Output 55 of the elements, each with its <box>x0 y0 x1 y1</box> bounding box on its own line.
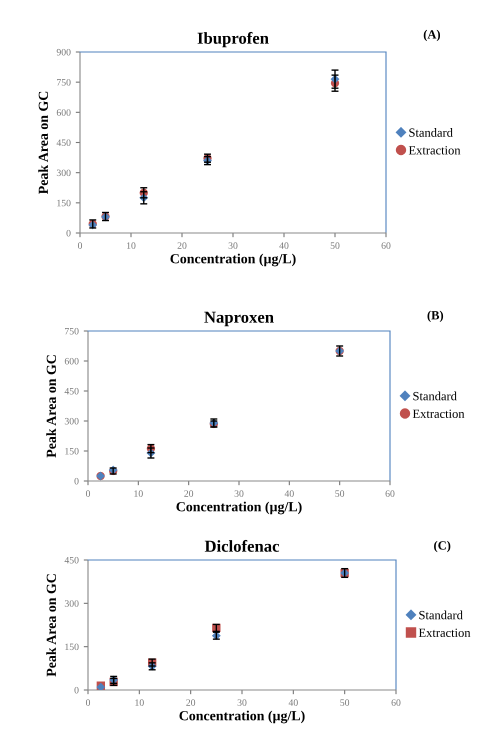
x-axis-title: Concentration (µg/L) <box>179 710 305 724</box>
y-tick-label: 150 <box>65 448 79 454</box>
y-tick-label: 600 <box>56 109 71 116</box>
x-tick-label: 50 <box>335 490 344 497</box>
x-tick-label: 10 <box>134 490 143 497</box>
legend-label: Standard <box>419 610 463 620</box>
chart-title: Ibuprofen <box>198 32 269 48</box>
x-tick-label: 60 <box>382 242 390 249</box>
y-tick-label: 0 <box>74 686 79 694</box>
x-tick-label: 20 <box>178 242 186 249</box>
y-tick-label: 450 <box>56 139 71 146</box>
y-tick-label: 300 <box>64 418 79 424</box>
x-tick-label: 30 <box>234 490 244 497</box>
y-axis-title: Peak Area on GC <box>46 355 56 458</box>
chart-title: Diclofenac <box>204 540 280 552</box>
chart-title: Naproxen <box>204 312 274 326</box>
legend-label: Extraction <box>412 410 464 418</box>
x-tick-label: 50 <box>330 242 340 249</box>
y-axis-title: Peak Area on GC <box>46 574 56 677</box>
x-axis-title: Concentration (µg/L) <box>176 502 302 514</box>
text: (B) <box>428 310 444 322</box>
y-tick-label: 750 <box>65 328 79 334</box>
y-tick-label: 300 <box>64 600 79 607</box>
x-tick-label: 60 <box>386 490 394 497</box>
text: (C) <box>434 540 450 552</box>
legend-label: Standard <box>413 392 457 400</box>
y-tick-label: 150 <box>57 200 71 206</box>
x-tick-label: 10 <box>135 699 144 706</box>
y-tick-label: 300 <box>56 170 71 176</box>
text: (A) <box>424 30 440 42</box>
x-tick-label: 60 <box>392 699 400 706</box>
y-tick-label: 900 <box>56 48 71 56</box>
x-tick-label: 0 <box>86 699 90 706</box>
x-tick-label: 20 <box>186 699 196 706</box>
legend-label: Extraction <box>408 146 460 154</box>
x-tick-label: 10 <box>126 242 136 249</box>
x-tick-label: 40 <box>284 490 294 497</box>
y-tick-label: 750 <box>57 79 71 86</box>
y-tick-label: 0 <box>74 478 79 484</box>
x-tick-label: 20 <box>184 490 194 497</box>
x-axis-title: Concentration (µg/L) <box>170 254 296 266</box>
legend-label: Standard <box>409 128 453 137</box>
y-tick-label: 600 <box>64 358 79 364</box>
legend-label: Extraction <box>418 628 470 637</box>
x-tick-label: 50 <box>340 699 350 706</box>
x-tick-label: 40 <box>288 699 298 706</box>
x-tick-label: 30 <box>238 699 246 706</box>
x-tick-label: 40 <box>279 242 288 249</box>
y-tick-label: 450 <box>64 388 79 394</box>
y-tick-label: 0 <box>66 230 71 236</box>
x-tick-label: 0 <box>86 490 90 497</box>
y-tick-label: 450 <box>64 556 79 564</box>
y-axis-title: Peak Area on GC <box>38 92 48 194</box>
y-tick-label: 150 <box>65 644 79 650</box>
x-tick-label: 30 <box>228 242 238 249</box>
